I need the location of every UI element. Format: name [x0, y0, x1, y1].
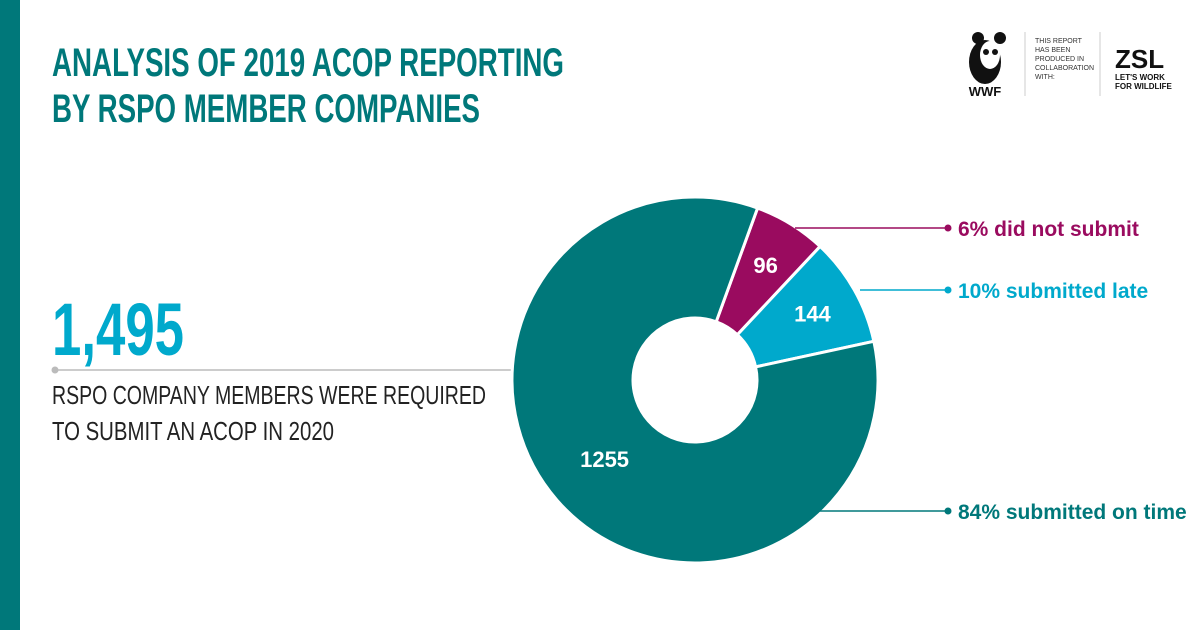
- headline-dot: [51, 366, 59, 374]
- zsl-text: ZSL: [1115, 44, 1164, 74]
- collab-note: COLLABORATION: [1035, 65, 1094, 72]
- zsl-tagline: LET'S WORK: [1115, 73, 1165, 82]
- headline-number: 1,495: [52, 288, 184, 371]
- collab-note: PRODUCED IN: [1035, 56, 1084, 63]
- callout-dot: [944, 286, 952, 294]
- subtitle-line: TO SUBMIT AN ACOP IN 2020: [52, 416, 334, 446]
- callout-dot: [944, 507, 952, 515]
- title-line: BY RSPO MEMBER COMPANIES: [52, 87, 480, 131]
- slice-label: 96: [753, 253, 777, 278]
- wwf-logo: WWF: [969, 32, 1006, 99]
- collab-note: THIS REPORT: [1035, 38, 1083, 45]
- zsl-tagline: FOR WILDLIFE: [1115, 82, 1173, 91]
- category-label: 10% submitted late: [958, 280, 1148, 303]
- side-bar: [0, 0, 20, 630]
- category-label: 6% did not submit: [958, 218, 1139, 241]
- subtitle-line: RSPO COMPANY MEMBERS WERE REQUIRED: [52, 380, 486, 410]
- wwf-text: WWF: [969, 84, 1002, 99]
- title-line: ANALYSIS OF 2019 ACOP REPORTING: [52, 41, 564, 85]
- slice: [510, 195, 880, 565]
- collab-note: WITH:: [1035, 74, 1055, 81]
- collab-note: HAS BEEN: [1035, 47, 1070, 54]
- slice-label: 1255: [580, 447, 629, 472]
- category-label: 84% submitted on time: [958, 501, 1187, 524]
- callout-dot: [944, 224, 952, 232]
- slice-label: 144: [794, 301, 831, 326]
- logos: WWF THIS REPORT HAS BEEN PRODUCED IN COLLAB…: [969, 32, 1173, 99]
